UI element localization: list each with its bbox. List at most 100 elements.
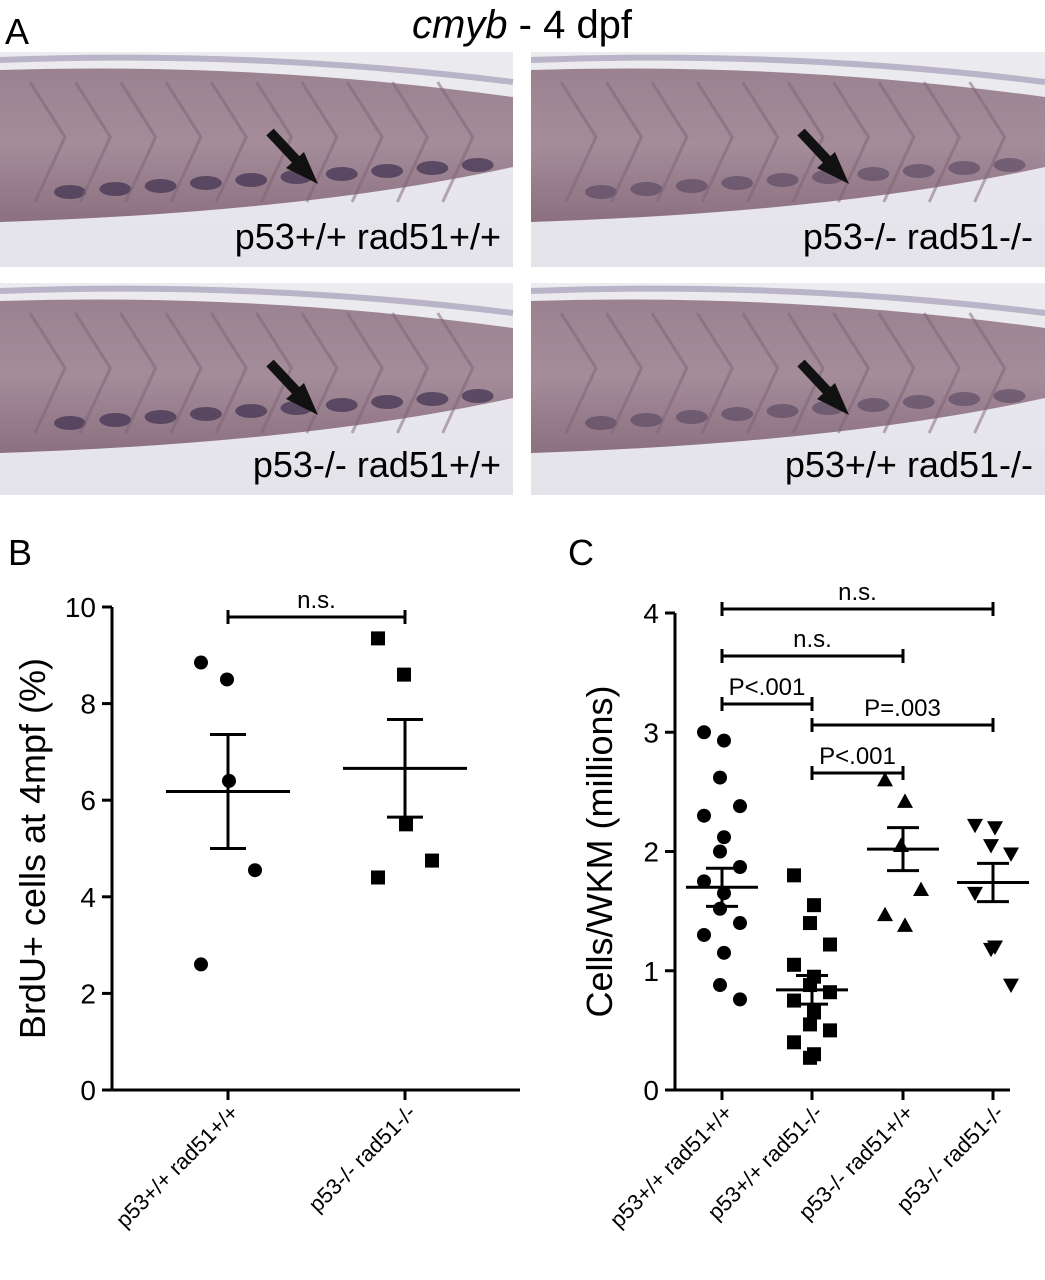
stain xyxy=(948,161,981,175)
y-tick-label: 4 xyxy=(643,598,659,629)
y-tick-label: 6 xyxy=(80,785,96,816)
x-tick-label: p53-/- rad51-/- xyxy=(303,1100,420,1217)
somite xyxy=(119,81,158,203)
photo: p53+/+ rad51+/+ xyxy=(0,52,514,267)
data-point xyxy=(877,771,893,787)
image-label: p53-/- rad51-/- xyxy=(803,216,1033,257)
fish-body xyxy=(0,68,513,222)
data-point xyxy=(733,799,747,814)
data-point xyxy=(787,1035,801,1050)
somite xyxy=(695,81,734,203)
stain xyxy=(993,389,1026,403)
somite xyxy=(255,312,294,434)
data-point xyxy=(248,863,262,878)
y-tick-label: 4 xyxy=(80,882,96,913)
fish-fin xyxy=(530,54,1045,85)
data-point xyxy=(1003,847,1019,862)
stain xyxy=(235,404,268,418)
somite xyxy=(28,81,67,203)
somite xyxy=(922,312,961,434)
stain xyxy=(461,158,494,172)
stain xyxy=(766,404,799,418)
y-tick-label: 8 xyxy=(80,689,96,720)
data-point xyxy=(787,957,801,972)
title-gene: cmyb xyxy=(412,3,508,47)
stain xyxy=(99,413,132,427)
data-point xyxy=(713,901,727,916)
arrow-shaft xyxy=(266,359,304,399)
somite xyxy=(559,312,598,434)
data-point xyxy=(194,655,208,670)
somite xyxy=(605,312,644,434)
stain xyxy=(721,407,754,421)
y-tick-label: 2 xyxy=(80,978,96,1009)
data-point xyxy=(803,916,817,931)
data-point xyxy=(733,860,747,875)
fish-body xyxy=(531,68,1045,222)
stain xyxy=(857,167,890,181)
data-point xyxy=(733,992,747,1007)
data-point xyxy=(1003,978,1019,994)
data-point xyxy=(897,917,913,932)
data-point xyxy=(220,672,234,687)
stain xyxy=(371,164,404,178)
somite xyxy=(968,81,1007,203)
somite xyxy=(255,81,294,203)
data-point xyxy=(717,830,731,845)
somite xyxy=(650,81,689,203)
stain xyxy=(325,167,358,181)
photo: p53+/+ rad51-/- xyxy=(530,283,1045,495)
stain xyxy=(585,416,617,430)
somite xyxy=(832,81,871,203)
stain xyxy=(416,392,449,406)
somite xyxy=(391,81,430,203)
stain xyxy=(993,158,1026,172)
image-panels: p53+/+ rad51+/+ p53-/- rad51-/- p53-/- rad… xyxy=(0,52,1045,495)
y-tick-label: 2 xyxy=(643,837,659,868)
somite xyxy=(164,312,203,434)
somite xyxy=(209,312,248,434)
somite xyxy=(300,81,339,203)
somite xyxy=(922,81,961,203)
somite xyxy=(74,312,113,434)
comparison-label: P<.001 xyxy=(729,674,806,701)
stain xyxy=(189,407,222,421)
data-point xyxy=(397,667,411,682)
arrow-shaft xyxy=(797,128,835,168)
panel-label: B xyxy=(8,532,32,573)
stain xyxy=(325,398,358,412)
arrow-head xyxy=(817,152,849,184)
data-point xyxy=(713,844,727,859)
comparison-label: P=.003 xyxy=(864,695,941,722)
data-point xyxy=(913,881,929,897)
arrow-shaft xyxy=(797,359,835,399)
data-point xyxy=(983,942,999,958)
image-label: p53+/+ rad51-/- xyxy=(785,444,1033,485)
stain xyxy=(721,176,754,190)
stain xyxy=(416,161,449,175)
somite xyxy=(741,312,780,434)
data-point xyxy=(717,945,731,960)
data-point xyxy=(371,631,385,646)
somite xyxy=(436,81,475,203)
somite xyxy=(74,81,113,203)
somite xyxy=(877,312,916,434)
panel-label: C xyxy=(568,532,594,573)
stain xyxy=(948,392,981,406)
data-point xyxy=(697,808,711,823)
fish-fin xyxy=(530,285,1045,316)
data-point xyxy=(823,985,837,1000)
comparison-label: n.s. xyxy=(297,587,336,614)
data-point xyxy=(823,1023,837,1038)
comparison-label: n.s. xyxy=(793,626,832,653)
y-tick-label: 0 xyxy=(80,1075,96,1106)
stain xyxy=(99,182,132,196)
somite xyxy=(877,81,916,203)
somite xyxy=(300,312,339,434)
data-point xyxy=(697,874,711,889)
data-point xyxy=(967,818,983,834)
data-point xyxy=(713,978,727,993)
data-point xyxy=(787,868,801,883)
data-point xyxy=(425,853,439,868)
somite xyxy=(164,81,203,203)
